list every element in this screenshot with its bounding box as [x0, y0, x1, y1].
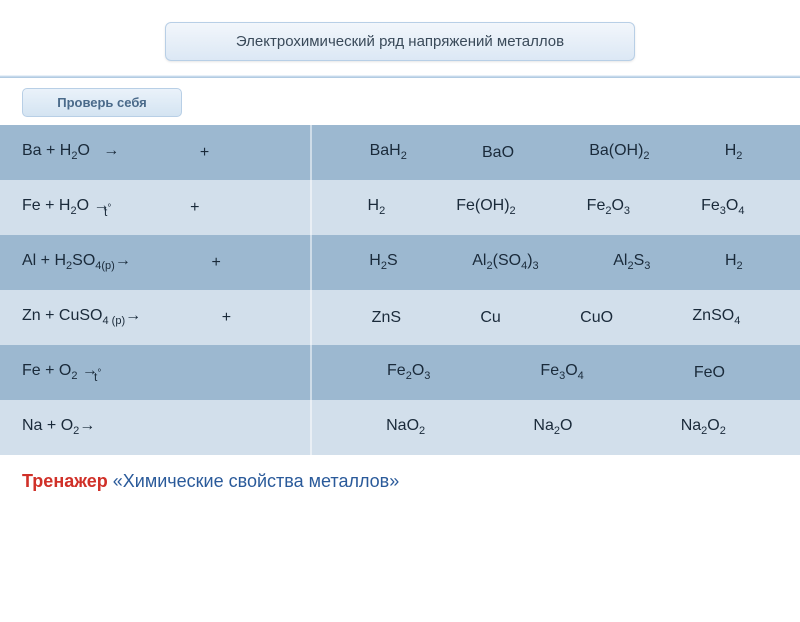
- table-row: Fe + H2O →t°+ H2 Fe(OH)2 Fe2O3 Fe3O4: [0, 180, 800, 235]
- product-option[interactable]: Na2O2: [681, 417, 726, 437]
- reaction-formula: Fe + H2O →: [22, 197, 109, 217]
- product-option[interactable]: Fe3O4: [701, 197, 744, 217]
- reaction-formula: Na + O2→: [22, 417, 95, 437]
- product-option[interactable]: Al2S3: [613, 252, 650, 272]
- product-option[interactable]: FeO: [694, 364, 725, 382]
- reaction-formula: Fe + O2 →: [22, 362, 98, 382]
- product-option[interactable]: H2: [725, 142, 743, 162]
- plus-sign: +: [109, 199, 219, 217]
- products-cell: NaO2 Na2O Na2O2: [312, 417, 800, 437]
- table-row: Fe + O2 →t° Fe2O3 Fe3O4 FeO: [0, 345, 800, 400]
- product-option[interactable]: H2: [725, 252, 743, 272]
- product-option[interactable]: Cu: [480, 309, 500, 327]
- divider-line: [0, 75, 800, 78]
- table-row: Na + O2→ NaO2 Na2O Na2O2: [0, 400, 800, 455]
- products-cell: H2 Fe(OH)2 Fe2O3 Fe3O4: [312, 197, 800, 217]
- product-option[interactable]: Ba(OH)2: [589, 142, 649, 162]
- product-option[interactable]: Fe2O3: [387, 362, 430, 382]
- table-row: Zn + CuSO4 (р)→+ ZnS Cu CuO ZnSO4: [0, 290, 800, 345]
- products-cell: H2S Al2(SO4)3 Al2S3 H2: [312, 252, 800, 272]
- reactions-table: Ba + H2O →+BaH2BaOBa(OH)2H2Fe + H2O →t°+…: [0, 125, 800, 455]
- products-cell: BaH2 BaO Ba(OH)2 H2: [312, 142, 800, 162]
- product-option[interactable]: BaH2: [370, 142, 407, 162]
- product-option[interactable]: ZnS: [372, 309, 401, 327]
- product-option[interactable]: CuO: [580, 309, 613, 327]
- reaction-left: Fe + O2 →t°: [0, 362, 310, 382]
- temperature-annotation: t°: [94, 368, 101, 384]
- product-option[interactable]: H2: [368, 197, 386, 217]
- table-row: Ba + H2O →+ BaH2 BaO Ba(OH)2 H2: [0, 125, 800, 180]
- reaction-formula: Al + H2SO4(р)→: [22, 252, 131, 272]
- plus-sign: +: [141, 309, 251, 327]
- product-option[interactable]: Fe3O4: [540, 362, 583, 382]
- plus-sign: +: [119, 144, 229, 162]
- product-option[interactable]: BaO: [482, 144, 514, 162]
- footer-blue: «Химические свойства металлов»: [113, 471, 400, 491]
- product-option[interactable]: Al2(SO4)3: [472, 252, 538, 272]
- footer-red: Тренажер: [22, 471, 108, 491]
- reaction-left: Zn + CuSO4 (р)→+: [0, 307, 310, 327]
- product-option[interactable]: H2S: [369, 252, 397, 272]
- reaction-left: Na + O2→: [0, 417, 310, 437]
- reaction-left: Ba + H2O →+: [0, 142, 310, 162]
- product-option[interactable]: Na2O: [533, 417, 572, 437]
- product-option[interactable]: ZnSO4: [692, 307, 740, 327]
- product-option[interactable]: Fe2O3: [587, 197, 630, 217]
- plus-sign: +: [131, 254, 241, 272]
- reaction-left: Fe + H2O →t°+: [0, 197, 310, 217]
- reaction-left: Al + H2SO4(р)→+: [0, 252, 310, 272]
- table-row: Al + H2SO4(р)→+ H2S Al2(SO4)3 Al2S3 H2: [0, 235, 800, 290]
- temperature-annotation: t°: [104, 203, 111, 219]
- check-yourself-label: Проверь себя: [22, 88, 182, 117]
- reaction-formula: Ba + H2O →: [22, 142, 119, 162]
- products-cell: ZnS Cu CuO ZnSO4: [312, 307, 800, 327]
- footer: Тренажер «Химические свойства металлов»: [0, 455, 800, 508]
- products-cell: Fe2O3 Fe3O4 FeO: [312, 362, 800, 382]
- reaction-formula: Zn + CuSO4 (р)→: [22, 307, 141, 327]
- product-option[interactable]: NaO2: [386, 417, 425, 437]
- page-title: Электрохимический ряд напряжений металло…: [165, 22, 635, 61]
- product-option[interactable]: Fe(OH)2: [456, 197, 515, 217]
